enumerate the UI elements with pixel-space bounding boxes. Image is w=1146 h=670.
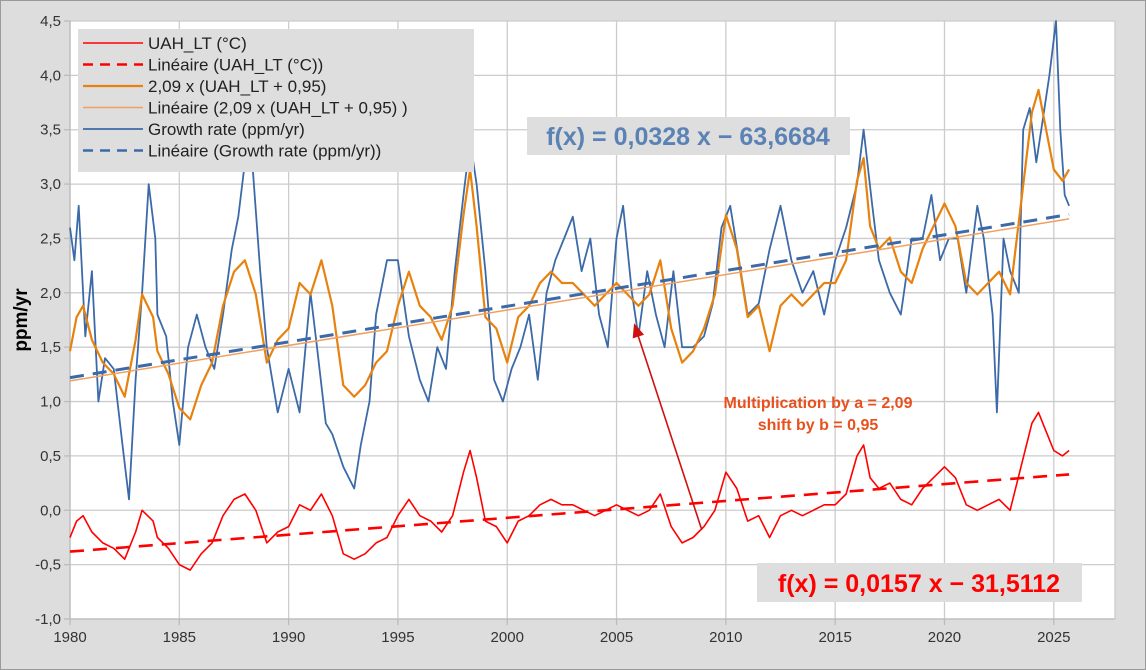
y-tick-label: 0,0: [40, 502, 61, 519]
x-tick-label: 2010: [709, 629, 742, 646]
y-axis-label: ppm/yr: [11, 288, 32, 352]
x-axis-ticks: 1980 1985 1990 1995 2000 2005 2010 2015 2020 2025: [53, 619, 1070, 646]
legend-label: Linéaire (2,09 x (UAH_LT + 0,95) ): [148, 99, 408, 118]
y-axis-ticks: -1,0 -0,5 0,0 0,5 1,0 1,5 2,0 2,5 3,0 3,5 4,0 4,5: [35, 13, 70, 628]
series-uah-transformed-line: [68, 88, 1071, 421]
transform-annotation: Multiplication by a = 2,09 shift by b = …: [632, 323, 913, 531]
equation-growth-rate-text: f(x) = 0,0328 x − 63,6684: [546, 123, 830, 151]
y-tick-label: 4,0: [40, 67, 61, 84]
legend-label: Linéaire (UAH_LT (°C)): [148, 56, 323, 75]
x-tick-label: 1985: [163, 629, 196, 646]
y-tick-label: 2,0: [40, 285, 61, 302]
annotation-arrowhead: [632, 323, 645, 339]
equation-uah: f(x) = 0,0157 x − 31,5112: [757, 563, 1082, 602]
x-tick-label: 2000: [491, 629, 524, 646]
equation-uah-text: f(x) = 0,0157 x − 31,5112: [778, 570, 1060, 598]
legend-label: Growth rate (ppm/yr): [148, 120, 305, 139]
series-uah-line: [69, 411, 1070, 571]
y-tick-label: 1,0: [40, 394, 61, 411]
x-tick-label: 1995: [381, 629, 414, 646]
legend-label: Linéaire (Growth rate (ppm/yr)): [148, 142, 381, 161]
equation-growth-rate-box: [527, 117, 850, 155]
series-growth-rate-line: [69, 20, 1070, 501]
y-tick-label: -0,5: [35, 557, 61, 574]
x-tick-label: 2025: [1037, 629, 1070, 646]
equation-uah-box: [757, 563, 1082, 602]
y-tick-label: 4,5: [40, 13, 61, 30]
legend-label: 2,09 x (UAH_LT + 0,95): [148, 77, 326, 96]
trend-uah-transformed-line: [69, 218, 1070, 382]
legend: UAH_LT (°C) Linéaire (UAH_LT (°C)) 2,09 x …: [78, 29, 474, 172]
equation-growth-rate: f(x) = 0,0328 x − 63,6684: [527, 117, 850, 155]
x-tick-label: 2020: [928, 629, 961, 646]
x-tick-label: 2015: [818, 629, 851, 646]
legend-box: [78, 29, 474, 172]
annotation-arrow: [637, 336, 703, 531]
legend-label: UAH_LT (°C): [148, 34, 247, 53]
annotation-line-2: shift by b = 0,95: [758, 417, 879, 434]
series-layer: [68, 20, 1071, 571]
x-tick-label: 1990: [272, 629, 305, 646]
y-tick-label: 1,5: [40, 339, 61, 356]
trend-uah-line: [69, 473, 1070, 553]
x-tick-label: 1980: [53, 629, 86, 646]
trend-growth-rate-line: [69, 213, 1070, 380]
annotation-line-1: Multiplication by a = 2,09: [724, 395, 913, 412]
y-tick-label: 0,5: [40, 448, 61, 465]
y-tick-label: 3,0: [40, 176, 61, 193]
x-tick-label: 2005: [600, 629, 633, 646]
y-tick-label: 3,5: [40, 122, 61, 139]
y-tick-label: -1,0: [35, 611, 61, 628]
y-tick-label: 2,5: [40, 230, 61, 247]
